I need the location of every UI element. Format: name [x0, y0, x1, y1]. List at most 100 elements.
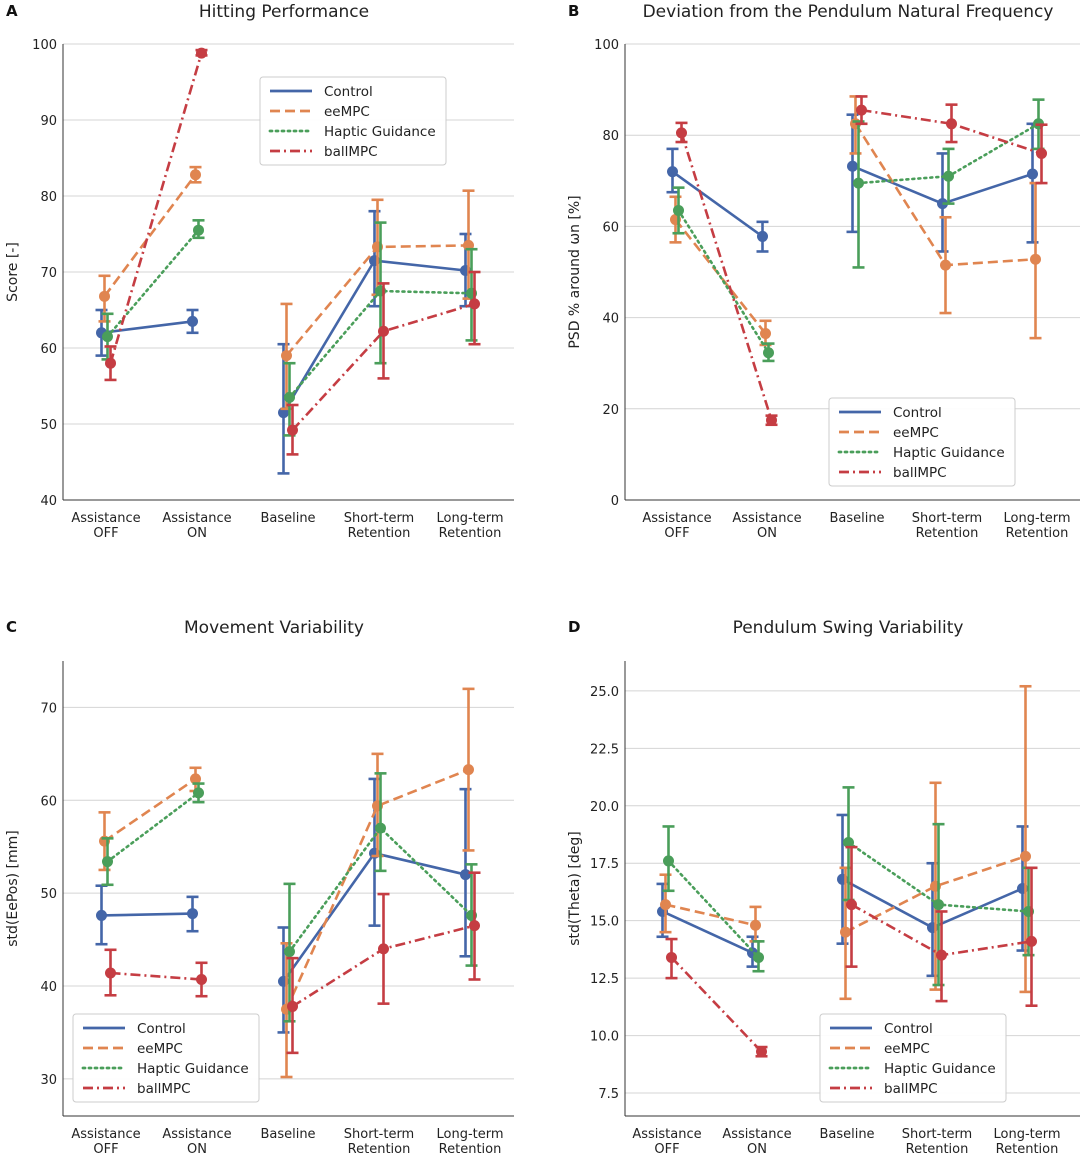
y-tick-label: 100 [594, 38, 619, 53]
data-point [847, 160, 858, 172]
x-tick-label: Long-term Retention [436, 1127, 503, 1157]
y-tick-label: 10.0 [590, 1030, 619, 1045]
y-axis-label: std(EePos) [mm] [5, 830, 21, 947]
y-tick-label: 80 [40, 190, 57, 205]
series-line [103, 777, 197, 843]
series-ballmpc [665, 845, 1038, 1058]
x-tick-label: Baseline [819, 1127, 874, 1142]
data-point [663, 855, 674, 867]
legend-label: Haptic Guidance [324, 124, 436, 140]
data-point [933, 899, 944, 911]
data-point [105, 967, 116, 979]
series-line [674, 218, 767, 335]
data-point [284, 391, 295, 403]
data-point [190, 773, 201, 785]
y-tick-label: 60 [602, 220, 619, 235]
series-eempc [98, 165, 475, 411]
chart-panel-b: 0 20 40 60 80 100 Assistance OFF Assistance ON Bas… [567, 38, 1080, 541]
chart-panel-c: 30 40 50 60 70 Assistance OFF Assistance ON Basel… [5, 661, 514, 1157]
x-tick-label: Long-term Retention [993, 1127, 1060, 1157]
x-tick-label: Assistance ON [162, 1127, 231, 1157]
x-tick-label: Assistance ON [732, 511, 801, 541]
y-tick-label: 17.5 [590, 857, 619, 872]
y-tick-label: 40 [40, 494, 57, 509]
data-point [936, 949, 947, 961]
y-axis-label: Score [-] [5, 242, 21, 302]
series-line [861, 108, 1042, 155]
data-point [846, 899, 857, 911]
x-tick-label: Baseline [829, 511, 884, 526]
data-point [763, 347, 774, 359]
series-line [671, 170, 764, 238]
x-tick-label: Assistance ON [722, 1127, 791, 1157]
data-point [853, 177, 864, 189]
y-axis-label: PSD % around ωn [%] [567, 195, 583, 348]
y-tick-label: 20.0 [590, 800, 619, 815]
y-tick-label: 30 [40, 1073, 57, 1088]
data-point [196, 974, 207, 985]
data-point [676, 127, 687, 139]
series-line [106, 228, 200, 338]
x-tick-label: Assistance OFF [632, 1127, 701, 1157]
y-tick-label: 12.5 [590, 972, 619, 987]
x-tick-label: Long-term Retention [436, 511, 503, 541]
legend-label: ballMPC [893, 465, 947, 481]
x-tick-label: Long-term Retention [1003, 511, 1070, 541]
data-point [460, 869, 471, 881]
x-tick-label: Assistance OFF [71, 1127, 140, 1157]
data-point [1036, 147, 1047, 159]
data-point [463, 764, 474, 776]
series-line [677, 209, 770, 355]
y-tick-label: 25.0 [590, 685, 619, 700]
legend-label: eeMPC [137, 1041, 183, 1057]
y-tick-label: 70 [40, 266, 57, 281]
legend: Control eeMPC Haptic Guidance ballMPC [828, 397, 1016, 487]
data-point [187, 315, 198, 327]
data-point [375, 822, 386, 834]
data-point [940, 259, 951, 271]
data-point [187, 908, 198, 920]
data-point [102, 331, 113, 343]
y-tick-label: 70 [40, 701, 57, 716]
x-tick-label: Assistance OFF [642, 511, 711, 541]
panel-letter-b: B [568, 2, 580, 20]
data-point [946, 118, 957, 130]
y-tick-label: 50 [40, 887, 57, 902]
series-haptic-guidance [672, 98, 1045, 363]
legend: Control eeMPC Haptic Guidance ballMPC [259, 76, 447, 166]
data-point [378, 943, 389, 955]
data-point [856, 104, 867, 116]
x-tick-label: Short-term Retention [902, 1127, 972, 1157]
data-point [843, 837, 854, 849]
x-tick-label: Baseline [260, 511, 315, 526]
data-point [378, 325, 389, 337]
legend-label: Control [884, 1021, 933, 1037]
y-axis-label: std(Theta) [deg] [567, 831, 583, 945]
y-tick-label: 80 [602, 129, 619, 144]
chart-panel-a: 40 50 60 70 80 90 100 Assistance OFF Assistance ON… [5, 38, 514, 541]
data-point [673, 204, 684, 216]
series-control [95, 209, 472, 475]
y-tick-label: 40 [602, 312, 619, 327]
y-tick-label: 90 [40, 114, 57, 129]
series-line [667, 859, 760, 959]
data-point [766, 414, 777, 426]
data-point [1027, 168, 1038, 180]
data-point [943, 170, 954, 182]
legend: Control eeMPC Haptic Guidance ballMPC [819, 1013, 1007, 1103]
series-line [110, 971, 202, 981]
data-point [99, 290, 110, 302]
legend-label: Control [137, 1021, 186, 1037]
data-point [753, 951, 764, 963]
data-point [660, 899, 671, 911]
data-point [281, 350, 292, 362]
data-point [1030, 253, 1041, 265]
series-haptic-guidance [662, 786, 1035, 987]
legend-label: ballMPC [324, 144, 378, 160]
x-tick-label: Assistance OFF [71, 511, 140, 541]
series-haptic-guidance [101, 772, 478, 1023]
data-point [105, 357, 116, 369]
data-point [750, 919, 761, 931]
data-point [666, 951, 677, 963]
